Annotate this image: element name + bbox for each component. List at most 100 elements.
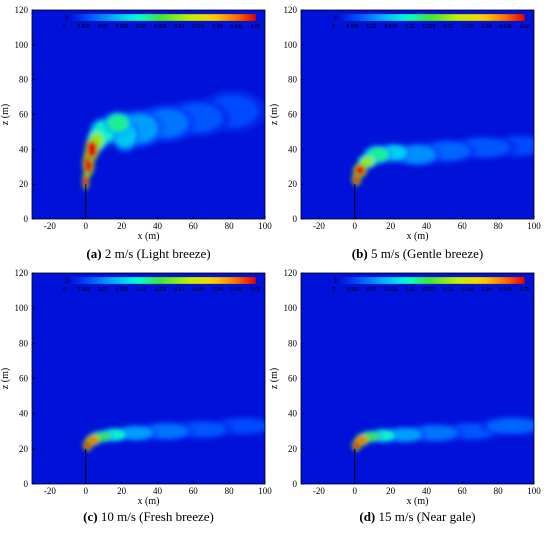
colorbar (64, 13, 256, 22)
x-tick-label: 100 (527, 221, 541, 231)
caption-letter: (b) (352, 246, 368, 261)
y-tick-label: 100 (284, 40, 298, 50)
plume-layer (82, 416, 265, 452)
colorbar-tick-label: 0.03 (443, 287, 453, 293)
x-tick-label: 20 (386, 486, 396, 496)
y-tick-label: 40 (19, 144, 29, 154)
y-tick-label: 100 (284, 303, 298, 313)
caption-text: 5 m/s (Gentle breeze) (368, 246, 484, 261)
colorbar-tick-label: 0.05 (251, 24, 261, 30)
colorbar-tick-label: 0.01 (367, 287, 377, 293)
x-tick-label: -20 (313, 486, 325, 496)
colorbar-tick-label: 0.025 (154, 287, 167, 293)
plume-cell (83, 440, 92, 450)
y-axis-label: z (m) (269, 104, 280, 125)
colorbar-tick-label: 0.015 (385, 287, 398, 293)
caption-letter: (a) (86, 246, 101, 261)
y-tick-label: 20 (288, 179, 298, 189)
y-tick-label: 0 (293, 479, 298, 489)
colorbar-tick-label: 0 (63, 287, 66, 293)
panel-d: -20 0 20 40 60 80 100 0 20 40 60 80 100 120 x (m) z (m)… (269, 268, 541, 524)
plume-layer (351, 134, 534, 186)
colorbar-tick-label: 0.015 (385, 24, 398, 30)
panel-b: -20 0 20 40 60 80 100 0 20 40 60 80 100 120 x (m) z (m)… (269, 5, 541, 261)
colorbar-tick-label: 0.005 (77, 24, 90, 30)
x-tick-label: 60 (458, 221, 468, 231)
y-tick-label: 120 (284, 268, 298, 278)
x-tick-label: 0 (84, 486, 89, 496)
colorbar-tick-label: 0.045 (230, 24, 243, 30)
colorbar-tick-label: 0.02 (405, 24, 415, 30)
colorbar-tick-label: 0.04 (482, 287, 492, 293)
colorbar-tick-label: 0.005 (346, 287, 359, 293)
colorbar-tick-label: 0.01 (98, 287, 108, 293)
colorbar-tick-label: 0.03 (443, 24, 453, 30)
y-tick-label: 100 (15, 40, 29, 50)
y-tick-label: 20 (19, 444, 29, 454)
y-tick-label: 60 (288, 374, 298, 384)
colorbar-tick-label: 0.035 (461, 24, 474, 30)
plume-cell (487, 418, 534, 434)
colorbar-tick-label: 0.04 (482, 24, 492, 30)
y-tick-label: 40 (19, 409, 29, 419)
colorbar-tick-label: 0.025 (423, 24, 436, 30)
panel-caption: (b) 5 m/s (Gentle breeze) (352, 246, 483, 261)
y-tick-label: 60 (19, 110, 29, 120)
x-tick-label: 80 (494, 486, 504, 496)
x-tick-label: 20 (386, 221, 396, 231)
colorbar-tick-label: 0.01 (98, 24, 108, 30)
colorbar-tick-label: 0.045 (499, 287, 512, 293)
x-tick-label: -20 (44, 486, 56, 496)
y-tick-label: 120 (15, 268, 29, 278)
colorbar-tick-label: 0.045 (499, 24, 512, 30)
colorbar-tick-label: 0 (63, 24, 66, 30)
caption-letter: (d) (359, 509, 375, 524)
colorbar-tick-label: 0.025 (423, 287, 436, 293)
x-tick-label: 60 (189, 221, 199, 231)
colorbar-tick-label: 0 (332, 24, 335, 30)
y-tick-label: 80 (288, 338, 298, 348)
field-background (301, 10, 534, 219)
caption-text: 2 m/s (Light breeze) (102, 246, 211, 261)
panel-c: -20 0 20 40 60 80 100 0 20 40 60 80 100 120 x (m) z (m)… (0, 268, 272, 524)
colorbar-tick-label: 0.015 (116, 287, 129, 293)
y-tick-label: 0 (24, 214, 29, 224)
x-tick-label: -20 (313, 221, 325, 231)
x-tick-label: 40 (153, 221, 163, 231)
plume-cell (107, 114, 129, 132)
x-tick-label: 100 (258, 486, 272, 496)
y-tick-label: 20 (19, 179, 29, 189)
plume-cell (83, 173, 89, 188)
x-axis-label: x (m) (407, 496, 429, 507)
y-tick-label: 120 (284, 5, 298, 15)
colorbar-tick-label: 0.04 (213, 287, 223, 293)
x-tick-label: 100 (527, 486, 541, 496)
x-tick-label: 40 (422, 486, 432, 496)
plume-layer (351, 416, 534, 452)
panel-caption: (a) 2 m/s (Light breeze) (86, 246, 210, 261)
x-tick-label: 20 (117, 486, 127, 496)
y-tick-label: 0 (24, 479, 29, 489)
plume-cell (352, 440, 361, 450)
x-tick-label: 0 (84, 221, 89, 231)
x-tick-label: 60 (458, 486, 468, 496)
colorbar-tick-label: 0.05 (251, 287, 261, 293)
colorbar-tick-label: 0.05 (520, 287, 530, 293)
field-background (32, 273, 265, 484)
x-tick-label: 80 (494, 221, 504, 231)
colorbar (64, 276, 256, 285)
y-axis-label: z (m) (269, 368, 280, 389)
panel-caption: (c) 10 m/s (Fresh breeze) (83, 509, 214, 524)
panel-caption: (d) 15 m/s (Near gale) (359, 509, 475, 524)
colorbar-tick-label: 0.03 (174, 287, 184, 293)
colorbar-tick-label: 0.015 (116, 24, 129, 30)
plume-cell (86, 140, 98, 159)
panel-a: -20 0 20 40 60 80 100 0 20 40 60 80 100 120 x (m) z (m)… (0, 5, 272, 261)
y-tick-label: 0 (293, 214, 298, 224)
y-tick-label: 80 (19, 75, 29, 85)
x-tick-label: 80 (225, 221, 235, 231)
y-tick-label: 80 (288, 75, 298, 85)
y-tick-label: 80 (19, 338, 29, 348)
x-tick-label: 0 (353, 486, 358, 496)
